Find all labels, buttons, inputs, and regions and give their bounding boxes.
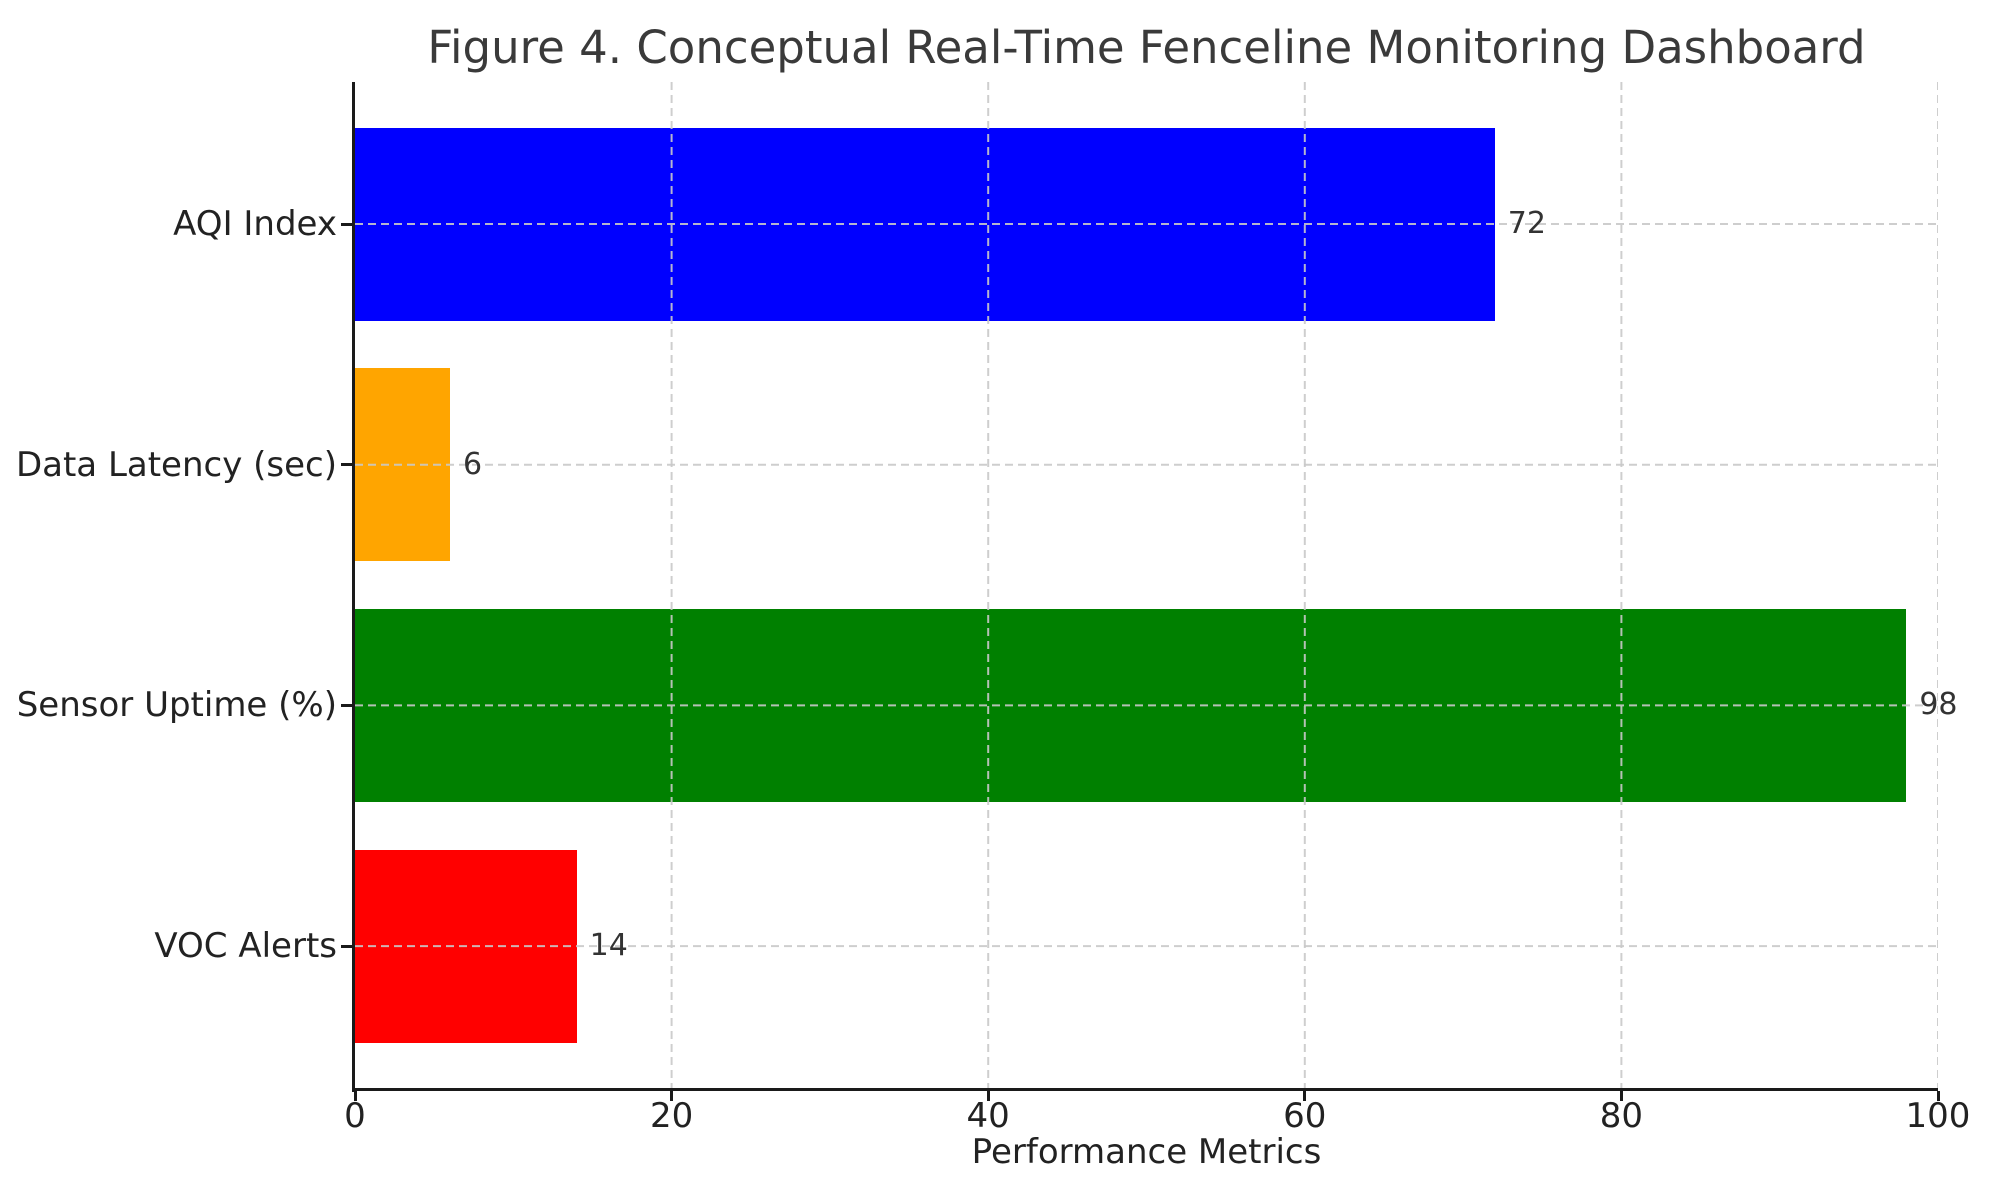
bar-0 (355, 127, 1495, 321)
value-label-3: 14 (589, 928, 628, 964)
y-tick-3 (341, 944, 355, 948)
category-label-1: Data Latency (sec) (15, 444, 337, 485)
value-label-1: 6 (462, 446, 483, 482)
x-tick-80 (1619, 1091, 1623, 1101)
x-tick-label-80: 80 (1599, 1096, 1644, 1136)
x-tick-60 (1303, 1091, 1307, 1101)
value-label-2: 98 (1919, 687, 1958, 723)
x-tick-label-40: 40 (966, 1096, 1010, 1136)
x-tick-100 (1936, 1091, 1940, 1101)
bottom-spine (352, 1088, 1938, 1091)
bar-1 (355, 368, 450, 562)
x-tick-label-100: 100 (1905, 1096, 1971, 1136)
x-tick-20 (670, 1091, 674, 1101)
chart-title: Figure 4. Conceptual Real-Time Fenceline… (427, 21, 1866, 74)
category-label-2: Sensor Uptime (%) (16, 685, 337, 726)
bar-3 (355, 849, 577, 1043)
x-tick-label-20: 20 (649, 1096, 694, 1136)
x-tick-label-60: 60 (1283, 1096, 1327, 1136)
category-label-3: VOC Alerts (154, 926, 337, 967)
y-tick-1 (341, 463, 355, 467)
category-label-0: AQI Index (173, 204, 337, 244)
x-tick-label-0: 0 (344, 1096, 366, 1136)
bar-2 (355, 608, 1907, 802)
x-tick-40 (986, 1091, 990, 1101)
value-label-0: 72 (1507, 206, 1546, 241)
x-tick-0 (353, 1091, 357, 1101)
y-tick-2 (341, 703, 355, 707)
x-axis-label: Performance Metrics (971, 1132, 1322, 1172)
left-spine (352, 82, 355, 1092)
y-tick-0 (341, 222, 355, 226)
